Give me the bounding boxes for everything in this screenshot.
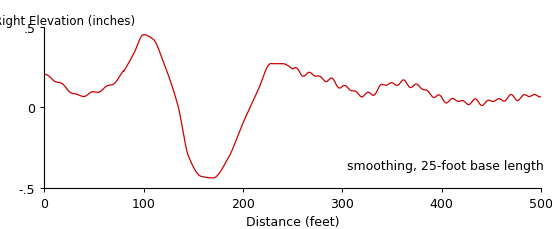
- Text: Right Elevation (inches): Right Elevation (inches): [0, 15, 136, 28]
- Text: smoothing, 25-foot base length: smoothing, 25-foot base length: [347, 159, 544, 172]
- X-axis label: Distance (feet): Distance (feet): [246, 215, 339, 228]
